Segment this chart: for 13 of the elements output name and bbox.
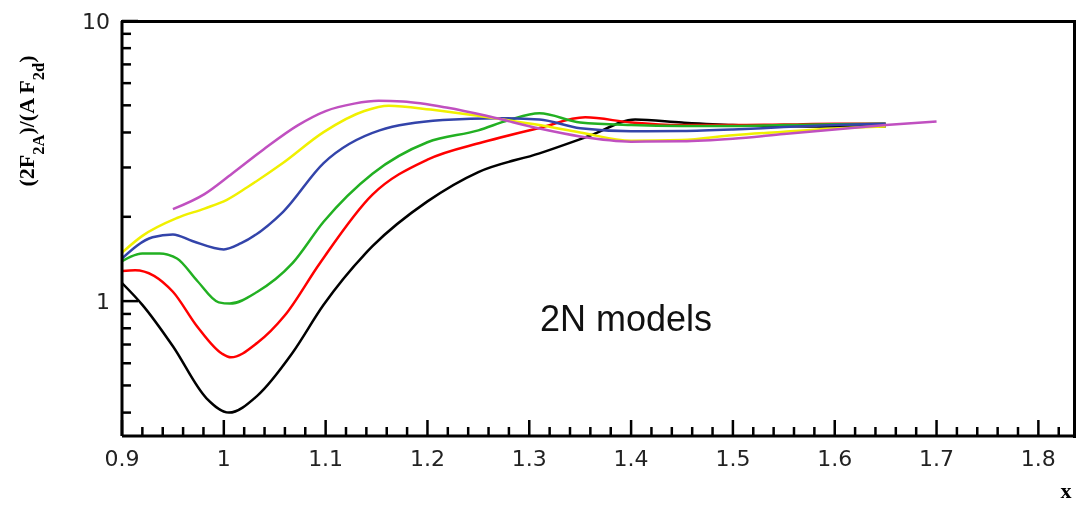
x-tick-label: 1.2 [409,446,445,471]
x-tick-label: 1.1 [308,446,344,471]
x-axis-title: x [1060,478,1072,503]
x-tick-label: 1.8 [1020,446,1056,471]
x-tick-label: 1 [216,446,231,471]
x-tick-label: 1.5 [715,446,751,471]
x-tick-label: 1.4 [613,446,649,471]
x-tick-label: 1.7 [919,446,955,471]
annotation: 2N models [540,298,713,340]
y-tick-label: 10 [82,9,110,34]
x-tick-label: 1.6 [817,446,853,471]
x-tick-label: 0.9 [104,446,140,471]
x-tick-label: 1.3 [511,446,547,471]
